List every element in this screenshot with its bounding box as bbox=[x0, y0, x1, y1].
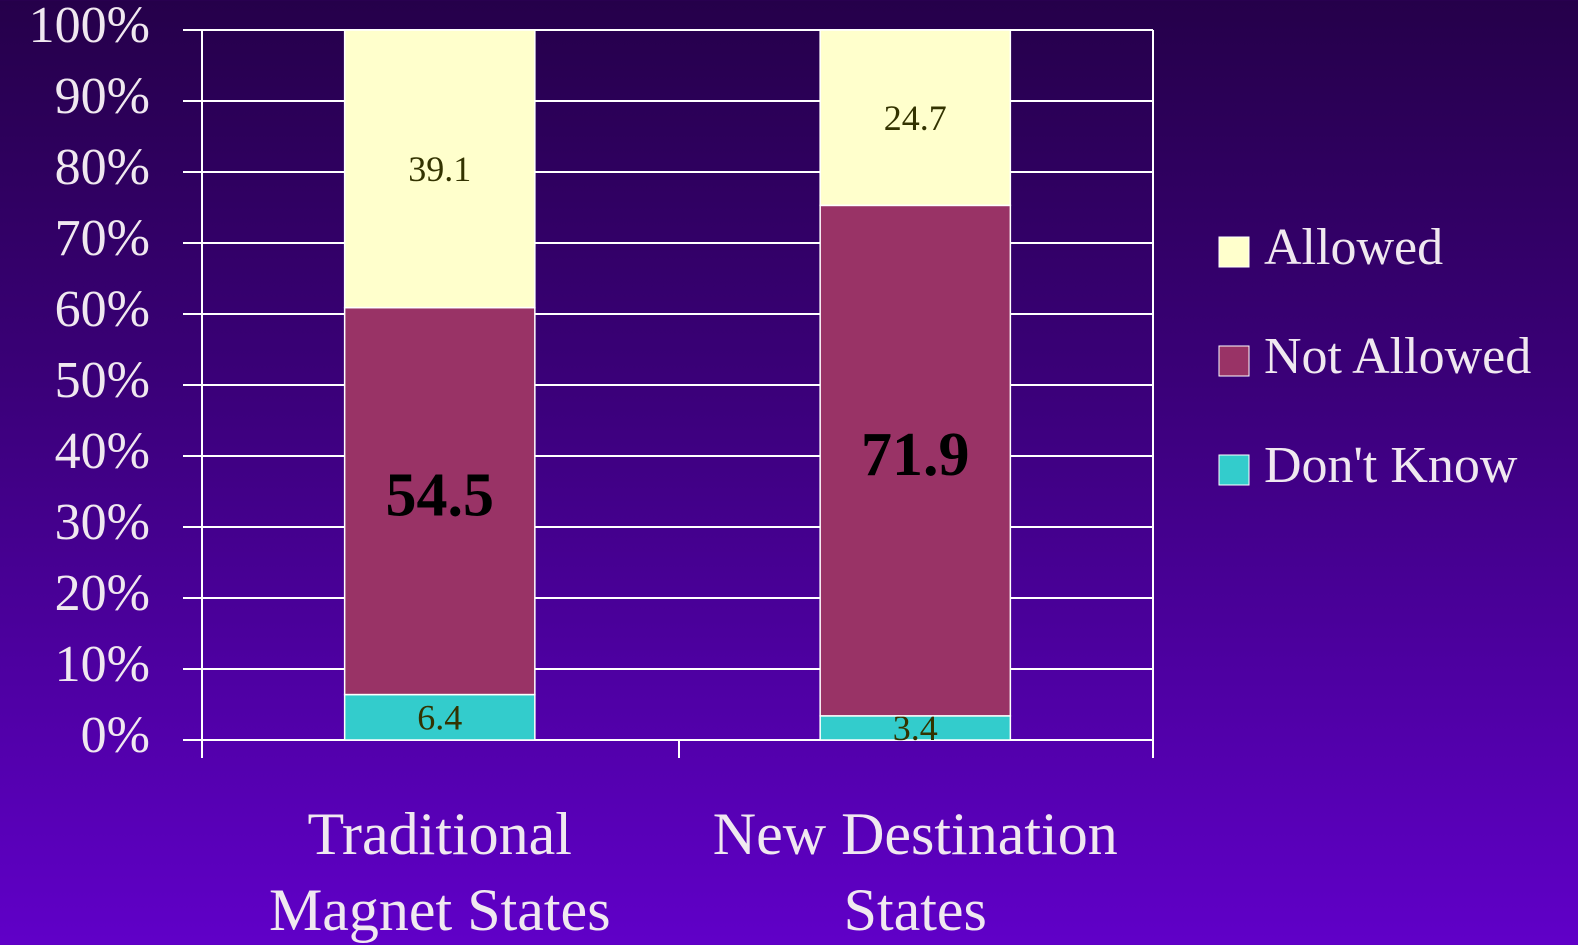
y-tick-label: 90% bbox=[55, 68, 150, 125]
y-tick-label: 70% bbox=[55, 210, 150, 267]
bar-segment bbox=[819, 204, 1012, 717]
y-tick-label: 80% bbox=[55, 139, 150, 196]
data-label: 24.7 bbox=[884, 98, 947, 138]
legend-swatch bbox=[1218, 454, 1250, 486]
y-tick-label: 30% bbox=[55, 494, 150, 551]
y-tick-label: 40% bbox=[55, 423, 150, 480]
bar-segment bbox=[343, 693, 536, 741]
bar-segment bbox=[819, 29, 1012, 207]
bar-segment bbox=[819, 715, 1012, 741]
bar-segment bbox=[343, 306, 536, 696]
legend-label: Don't Know bbox=[1264, 437, 1518, 494]
legend-label: Allowed bbox=[1264, 219, 1443, 276]
bar-segment bbox=[343, 29, 536, 309]
data-label: 54.5 bbox=[386, 461, 495, 529]
y-tick-label: 10% bbox=[55, 636, 150, 693]
y-tick-label: 20% bbox=[55, 565, 150, 622]
y-tick-label: 50% bbox=[55, 352, 150, 409]
data-label: 6.4 bbox=[417, 698, 462, 738]
legend-swatch bbox=[1218, 345, 1250, 377]
x-tick-label: New Destination States bbox=[712, 801, 1118, 943]
x-tick-label: Traditional Magnet States bbox=[268, 801, 611, 943]
legend-label: Not Allowed bbox=[1264, 328, 1531, 385]
y-tick-label: 60% bbox=[55, 281, 150, 338]
data-label: 71.9 bbox=[861, 421, 970, 489]
data-label: 39.1 bbox=[408, 149, 471, 189]
y-tick-label: 100% bbox=[29, 0, 150, 54]
y-tick-label: 0% bbox=[81, 707, 150, 764]
legend-swatch bbox=[1218, 236, 1250, 268]
